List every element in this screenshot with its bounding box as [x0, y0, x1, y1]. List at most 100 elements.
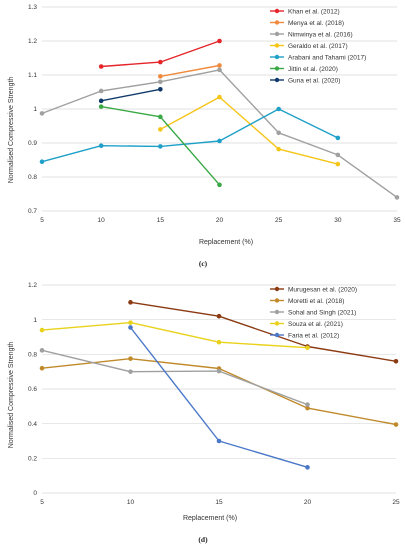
data-point — [98, 143, 104, 149]
legend-entry: Geraldo et al. (2017) — [288, 43, 348, 50]
data-point — [158, 114, 163, 120]
data-point — [305, 405, 310, 411]
data-point — [216, 313, 222, 319]
x-tick-label: 25 — [275, 217, 283, 224]
legend-marker — [274, 321, 280, 326]
y-tick-label: 0.6 — [28, 386, 37, 393]
series-line-2 — [41, 349, 308, 406]
legend-marker — [274, 298, 280, 303]
data-point — [98, 88, 104, 94]
x-tick-label: 10 — [98, 217, 106, 224]
series-line-6 — [101, 88, 161, 102]
data-point — [276, 146, 281, 152]
legend-marker — [274, 77, 280, 83]
series-line-3 — [159, 96, 338, 165]
legend-marker — [274, 31, 280, 37]
series-line-4 — [129, 327, 308, 468]
series-line-2 — [41, 69, 398, 198]
y-tick-label: 0 — [33, 490, 37, 497]
x-tick-label: 25 — [392, 499, 400, 506]
y-tick-label: 1.1 — [28, 72, 37, 79]
data-point — [158, 79, 163, 85]
y-axis-label: Normalised Compressive Strength — [8, 342, 15, 449]
data-point — [305, 402, 310, 407]
legend-marker — [274, 43, 280, 48]
legend-entry: Nimwinya et al. (2016) — [288, 31, 353, 38]
legend-entry: Souza et al. (2021) — [288, 321, 343, 328]
data-point — [276, 106, 281, 112]
legend-entry: Murugesan et al. (2020) — [288, 286, 357, 293]
data-point — [217, 138, 222, 144]
legend-entry: Sohal and Singh (2021) — [288, 309, 356, 316]
x-tick-label: 30 — [334, 217, 342, 224]
x-axis-label: Replacement (%) — [199, 239, 253, 246]
data-point — [39, 348, 45, 353]
legend-marker — [274, 66, 280, 71]
data-point — [217, 67, 222, 73]
data-point — [393, 422, 399, 427]
data-point — [335, 152, 341, 158]
legend-marker — [274, 20, 280, 25]
y-tick-label: 0.4 — [28, 421, 37, 428]
x-tick-label: 20 — [304, 499, 312, 506]
y-tick-label: 0.8 — [28, 174, 37, 181]
data-point — [393, 358, 399, 364]
series-line-4 — [41, 108, 339, 163]
y-tick-label: 1 — [33, 106, 37, 113]
legend-marker — [274, 286, 280, 292]
data-point — [394, 195, 400, 200]
data-point — [158, 59, 163, 65]
y-tick-label: 1.2 — [28, 38, 37, 45]
data-point — [158, 74, 163, 79]
series-line-1 — [160, 64, 220, 78]
data-point — [217, 182, 222, 188]
legend-entry: Khan et al. (2012) — [288, 8, 340, 15]
x-axis-label: Replacement (%) — [183, 515, 237, 522]
panel-label: (c) — [199, 259, 208, 268]
data-point — [39, 111, 45, 116]
y-tick-label: 1.3 — [28, 4, 37, 11]
data-point — [217, 63, 222, 68]
data-point — [98, 64, 104, 69]
y-tick-label: 0.8 — [28, 352, 37, 359]
data-point — [216, 339, 222, 345]
data-point — [128, 356, 133, 361]
data-point — [128, 320, 133, 325]
legend-entry: Menya et al. (2018) — [288, 20, 344, 27]
data-point — [39, 327, 45, 333]
chart-c: Normalised Compressive Strength Replacem… — [8, 4, 401, 268]
data-point — [158, 86, 163, 92]
y-axis-label: Normalised Compressive Strength — [8, 77, 15, 184]
y-tick-label: 1 — [33, 317, 37, 324]
data-point — [39, 159, 45, 164]
data-point — [39, 365, 45, 371]
data-point — [217, 94, 222, 100]
series-line-0 — [130, 301, 397, 362]
x-tick-label: 5 — [40, 217, 44, 224]
y-tick-label: 0.2 — [28, 456, 37, 463]
data-point — [158, 127, 163, 132]
chart-d: Normalised Compressive Strength Replacem… — [8, 282, 400, 544]
panel-label: (d) — [198, 535, 208, 544]
data-point — [216, 438, 222, 444]
legend-marker — [274, 54, 280, 60]
y-tick-label: 1.2 — [28, 282, 37, 289]
series-line-3 — [41, 321, 308, 349]
data-point — [276, 130, 281, 136]
legend-entry: Jittin et al. (2020) — [288, 66, 338, 73]
x-tick-label: 20 — [216, 217, 224, 224]
data-point — [305, 465, 310, 470]
data-point — [216, 368, 222, 374]
legend-marker — [274, 8, 280, 14]
data-point — [217, 38, 222, 44]
data-point — [335, 135, 341, 141]
y-tick-label: 0.7 — [28, 208, 37, 215]
data-point — [335, 161, 341, 167]
legend-entry: Arabani and Tahami (2017) — [288, 54, 366, 61]
data-point — [98, 104, 104, 109]
legend-marker — [274, 332, 280, 338]
data-point — [98, 98, 104, 104]
x-tick-label: 15 — [215, 499, 223, 506]
y-tick-label: 0.9 — [28, 140, 37, 147]
data-point — [128, 325, 133, 330]
